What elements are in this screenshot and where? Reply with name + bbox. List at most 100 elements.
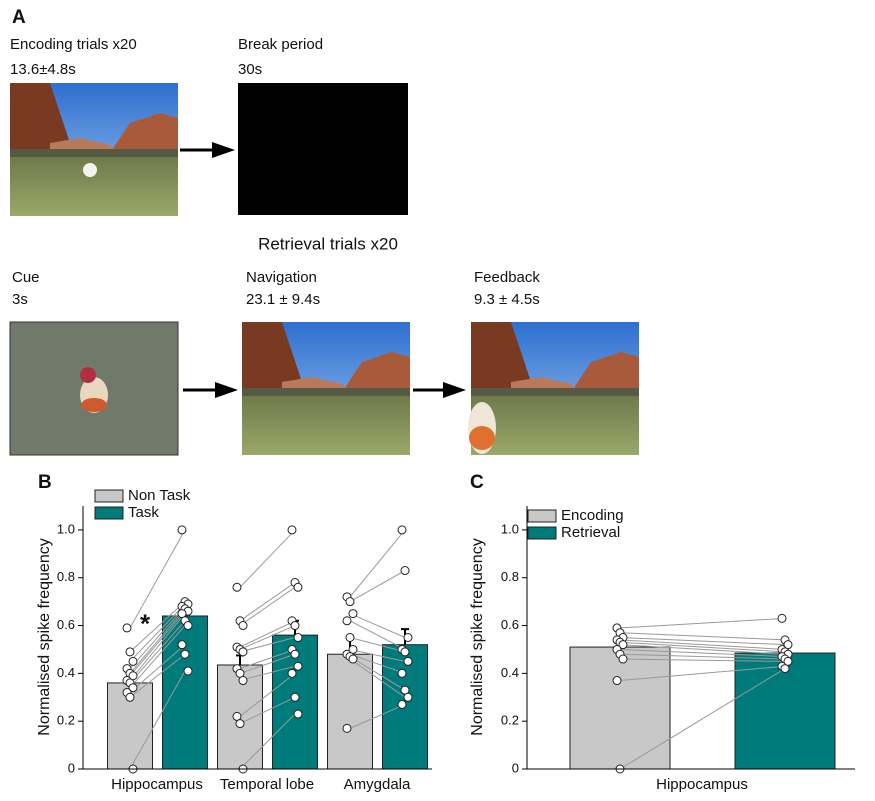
x-tick-label: Hippocampus xyxy=(656,776,748,793)
data-point xyxy=(398,526,406,534)
data-point xyxy=(123,624,131,632)
data-point xyxy=(404,693,412,701)
data-point xyxy=(236,720,244,728)
data-point xyxy=(294,583,302,591)
pair-line xyxy=(240,530,295,587)
legend-label: Encoding xyxy=(561,507,624,524)
stage-duration: 23.1 ± 9.4s xyxy=(246,291,320,308)
data-point xyxy=(781,665,789,673)
data-point xyxy=(294,634,302,642)
y-tick-label: 0.8 xyxy=(501,569,519,584)
legend-swatch xyxy=(528,527,556,539)
data-point xyxy=(613,677,621,685)
data-point xyxy=(294,710,302,718)
data-point xyxy=(398,669,406,677)
data-point xyxy=(346,598,354,606)
y-tick-label: 1.0 xyxy=(57,521,75,536)
stage-title: Feedback xyxy=(474,269,540,286)
data-point xyxy=(178,526,186,534)
stage-title: Break period xyxy=(238,36,323,53)
data-point xyxy=(778,614,786,622)
data-point xyxy=(184,667,192,675)
legend-label: Non Task xyxy=(128,487,191,504)
arrow-head xyxy=(215,382,238,398)
x-tick-label: Amygdala xyxy=(344,776,411,793)
data-point xyxy=(294,662,302,670)
data-point xyxy=(239,677,247,685)
y-tick-label: 0 xyxy=(68,760,75,775)
y-tick-label: 0.6 xyxy=(57,617,75,632)
data-point xyxy=(291,650,299,658)
object xyxy=(80,367,96,383)
data-point xyxy=(343,724,351,732)
pair-line xyxy=(350,530,405,597)
data-point xyxy=(291,622,299,630)
panel-label: A xyxy=(12,7,26,28)
data-point xyxy=(181,650,189,658)
stage-duration: 30s xyxy=(238,61,262,78)
pair-line xyxy=(240,583,295,621)
pair-line xyxy=(240,587,295,625)
feedback-image xyxy=(471,322,639,455)
stage-duration: 9.3 ± 4.5s xyxy=(474,291,540,308)
data-point xyxy=(178,641,186,649)
data-point xyxy=(401,648,409,656)
legend-swatch xyxy=(95,507,123,519)
stage-title: Encoding trials x20 xyxy=(10,36,137,53)
data-point xyxy=(239,622,247,630)
legend-swatch xyxy=(528,510,556,522)
panel-a: A Encoding trials x20 13.6±4.8s Break pe… xyxy=(10,7,639,455)
data-point xyxy=(233,583,241,591)
data-point xyxy=(126,648,134,656)
bar xyxy=(570,647,670,769)
x-tick-label: Hippocampus xyxy=(111,776,203,793)
data-point xyxy=(288,669,296,677)
data-point xyxy=(398,700,406,708)
panel-label: C xyxy=(470,472,484,493)
encoding-image xyxy=(10,83,178,216)
y-tick-label: 0.4 xyxy=(501,665,519,680)
stage-title: Navigation xyxy=(246,269,317,286)
legend-label: Task xyxy=(128,504,159,521)
stage-duration: 3s xyxy=(12,291,28,308)
y-tick-label: 0 xyxy=(512,760,519,775)
x-tick-label: Temporal lobe xyxy=(220,776,314,793)
y-tick-label: 0.2 xyxy=(57,713,75,728)
data-point xyxy=(291,693,299,701)
stage-duration: 13.6±4.8s xyxy=(10,61,76,78)
data-point xyxy=(349,610,357,618)
legend-label: Retrieval xyxy=(561,524,620,541)
panel-label: B xyxy=(38,472,52,493)
data-point xyxy=(126,693,134,701)
y-axis-label: Normalised spike frequency xyxy=(469,538,486,735)
data-point xyxy=(404,634,412,642)
figure: A Encoding trials x20 13.6±4.8s Break pe… xyxy=(0,0,875,796)
data-point xyxy=(349,655,357,663)
data-point xyxy=(288,526,296,534)
data-point xyxy=(619,655,627,663)
y-tick-label: 1.0 xyxy=(501,521,519,536)
break-image xyxy=(238,83,408,215)
object xyxy=(81,398,107,412)
y-tick-label: 0.2 xyxy=(501,713,519,728)
arrow-head xyxy=(443,382,466,398)
arrow-head xyxy=(212,142,235,158)
data-point xyxy=(346,634,354,642)
data-point xyxy=(184,622,192,630)
y-tick-label: 0.8 xyxy=(57,569,75,584)
y-tick-label: 0.4 xyxy=(57,665,75,680)
pair-line xyxy=(620,618,785,628)
y-axis-label: Normalised spike frequency xyxy=(36,538,53,735)
data-point xyxy=(343,617,351,625)
object xyxy=(83,163,97,177)
data-point xyxy=(404,657,412,665)
data-point xyxy=(129,657,137,665)
bar xyxy=(328,654,373,769)
navigation-image xyxy=(242,322,410,455)
annotation: * xyxy=(140,608,151,638)
data-point xyxy=(401,567,409,575)
data-point xyxy=(239,648,247,656)
legend-swatch xyxy=(95,490,123,502)
y-tick-label: 0.6 xyxy=(501,617,519,632)
section-title: Retrieval trials x20 xyxy=(258,234,398,253)
